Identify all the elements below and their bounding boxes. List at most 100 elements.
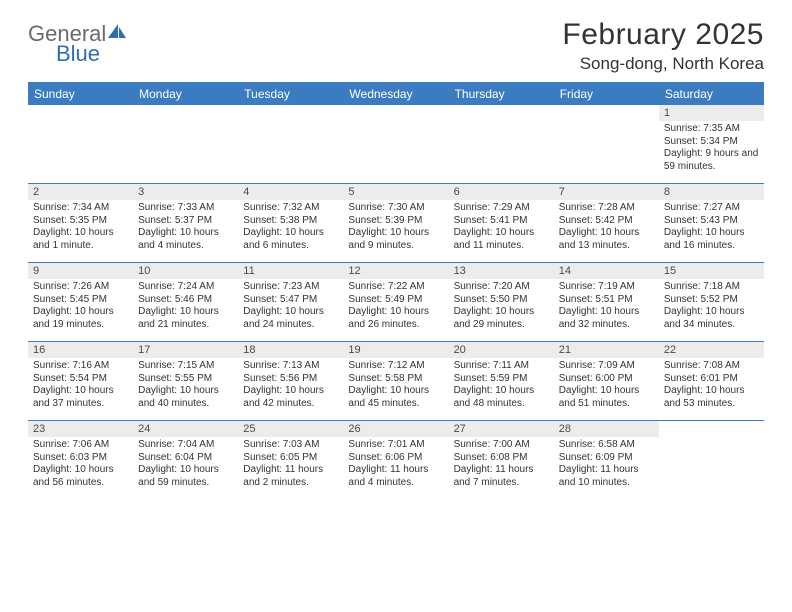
day-header: Saturday [659, 84, 764, 105]
sunrise-text: Sunrise: 7:11 AM [454, 360, 550, 373]
day-number: 9 [28, 263, 133, 279]
day-content: Sunrise: 7:04 AMSunset: 6:04 PMDaylight:… [133, 437, 238, 493]
daylight-text: Daylight: 10 hours and 53 minutes. [664, 385, 760, 410]
day-number: 26 [343, 421, 448, 437]
sunset-text: Sunset: 5:46 PM [138, 294, 234, 307]
day-number: 16 [28, 342, 133, 358]
page-title: February 2025 [562, 18, 764, 52]
sunrise-text: Sunrise: 7:15 AM [138, 360, 234, 373]
day-content: Sunrise: 7:32 AMSunset: 5:38 PMDaylight:… [238, 200, 343, 256]
day-content: Sunrise: 7:15 AMSunset: 5:55 PMDaylight:… [133, 358, 238, 414]
weeks-container: 1Sunrise: 7:35 AMSunset: 5:34 PMDaylight… [28, 105, 764, 499]
sunset-text: Sunset: 6:08 PM [454, 452, 550, 465]
sunrise-text: Sunrise: 7:12 AM [348, 360, 444, 373]
daylight-text: Daylight: 10 hours and 6 minutes. [243, 227, 339, 252]
sunset-text: Sunset: 6:05 PM [243, 452, 339, 465]
sunrise-text: Sunrise: 7:08 AM [664, 360, 760, 373]
sunset-text: Sunset: 5:58 PM [348, 373, 444, 386]
day-number: 11 [238, 263, 343, 279]
daylight-text: Daylight: 10 hours and 26 minutes. [348, 306, 444, 331]
day-header-row: Sunday Monday Tuesday Wednesday Thursday… [28, 84, 764, 105]
day-content: Sunrise: 7:18 AMSunset: 5:52 PMDaylight:… [659, 279, 764, 335]
day-header: Monday [133, 84, 238, 105]
sunset-text: Sunset: 5:47 PM [243, 294, 339, 307]
day-content: Sunrise: 7:19 AMSunset: 5:51 PMDaylight:… [554, 279, 659, 335]
sunset-text: Sunset: 5:42 PM [559, 215, 655, 228]
sunset-text: Sunset: 5:59 PM [454, 373, 550, 386]
sunrise-text: Sunrise: 7:23 AM [243, 281, 339, 294]
day-number: 27 [449, 421, 554, 437]
day-content: Sunrise: 7:28 AMSunset: 5:42 PMDaylight:… [554, 200, 659, 256]
daylight-text: Daylight: 11 hours and 4 minutes. [348, 464, 444, 489]
week-row: 9Sunrise: 7:26 AMSunset: 5:45 PMDaylight… [28, 263, 764, 342]
day-content: Sunrise: 6:58 AMSunset: 6:09 PMDaylight:… [554, 437, 659, 493]
daylight-text: Daylight: 10 hours and 9 minutes. [348, 227, 444, 252]
day-content: Sunrise: 7:09 AMSunset: 6:00 PMDaylight:… [554, 358, 659, 414]
daylight-text: Daylight: 10 hours and 32 minutes. [559, 306, 655, 331]
sunrise-text: Sunrise: 7:33 AM [138, 202, 234, 215]
day-content: Sunrise: 7:24 AMSunset: 5:46 PMDaylight:… [133, 279, 238, 335]
daylight-text: Daylight: 11 hours and 7 minutes. [454, 464, 550, 489]
day-cell [28, 105, 133, 183]
daylight-text: Daylight: 10 hours and 56 minutes. [33, 464, 129, 489]
day-cell: 17Sunrise: 7:15 AMSunset: 5:55 PMDayligh… [133, 342, 238, 420]
sunrise-text: Sunrise: 7:28 AM [559, 202, 655, 215]
sunrise-text: Sunrise: 7:01 AM [348, 439, 444, 452]
sunrise-text: Sunrise: 7:19 AM [559, 281, 655, 294]
daylight-text: Daylight: 10 hours and 59 minutes. [138, 464, 234, 489]
sunset-text: Sunset: 6:06 PM [348, 452, 444, 465]
day-number: 2 [28, 184, 133, 200]
day-header: Tuesday [238, 84, 343, 105]
day-cell [133, 105, 238, 183]
day-cell: 11Sunrise: 7:23 AMSunset: 5:47 PMDayligh… [238, 263, 343, 341]
day-content: Sunrise: 7:16 AMSunset: 5:54 PMDaylight:… [28, 358, 133, 414]
day-cell: 21Sunrise: 7:09 AMSunset: 6:00 PMDayligh… [554, 342, 659, 420]
day-cell: 8Sunrise: 7:27 AMSunset: 5:43 PMDaylight… [659, 184, 764, 262]
daylight-text: Daylight: 10 hours and 13 minutes. [559, 227, 655, 252]
header: General Blue February 2025 Song-dong, No… [28, 18, 764, 74]
day-content: Sunrise: 7:13 AMSunset: 5:56 PMDaylight:… [238, 358, 343, 414]
week-row: 1Sunrise: 7:35 AMSunset: 5:34 PMDaylight… [28, 105, 764, 184]
sunset-text: Sunset: 5:56 PM [243, 373, 339, 386]
day-cell [554, 105, 659, 183]
daylight-text: Daylight: 10 hours and 51 minutes. [559, 385, 655, 410]
day-content: Sunrise: 7:11 AMSunset: 5:59 PMDaylight:… [449, 358, 554, 414]
day-content: Sunrise: 7:08 AMSunset: 6:01 PMDaylight:… [659, 358, 764, 414]
daylight-text: Daylight: 10 hours and 40 minutes. [138, 385, 234, 410]
day-content: Sunrise: 7:29 AMSunset: 5:41 PMDaylight:… [449, 200, 554, 256]
sunset-text: Sunset: 5:35 PM [33, 215, 129, 228]
day-number: 23 [28, 421, 133, 437]
sunset-text: Sunset: 5:54 PM [33, 373, 129, 386]
sail-icon [106, 22, 128, 45]
sunrise-text: Sunrise: 7:18 AM [664, 281, 760, 294]
day-cell: 24Sunrise: 7:04 AMSunset: 6:04 PMDayligh… [133, 421, 238, 499]
day-content: Sunrise: 7:06 AMSunset: 6:03 PMDaylight:… [28, 437, 133, 493]
day-cell: 1Sunrise: 7:35 AMSunset: 5:34 PMDaylight… [659, 105, 764, 183]
sunrise-text: Sunrise: 7:29 AM [454, 202, 550, 215]
day-content: Sunrise: 7:22 AMSunset: 5:49 PMDaylight:… [343, 279, 448, 335]
daylight-text: Daylight: 10 hours and 24 minutes. [243, 306, 339, 331]
day-number: 3 [133, 184, 238, 200]
sunrise-text: Sunrise: 7:27 AM [664, 202, 760, 215]
day-content: Sunrise: 7:23 AMSunset: 5:47 PMDaylight:… [238, 279, 343, 335]
sunrise-text: Sunrise: 7:04 AM [138, 439, 234, 452]
day-content: Sunrise: 7:01 AMSunset: 6:06 PMDaylight:… [343, 437, 448, 493]
daylight-text: Daylight: 10 hours and 34 minutes. [664, 306, 760, 331]
sunset-text: Sunset: 5:52 PM [664, 294, 760, 307]
day-content: Sunrise: 7:26 AMSunset: 5:45 PMDaylight:… [28, 279, 133, 335]
sunset-text: Sunset: 6:04 PM [138, 452, 234, 465]
sunset-text: Sunset: 5:41 PM [454, 215, 550, 228]
sunrise-text: Sunrise: 7:26 AM [33, 281, 129, 294]
sunset-text: Sunset: 5:49 PM [348, 294, 444, 307]
day-number: 19 [343, 342, 448, 358]
day-cell: 5Sunrise: 7:30 AMSunset: 5:39 PMDaylight… [343, 184, 448, 262]
daylight-text: Daylight: 10 hours and 48 minutes. [454, 385, 550, 410]
day-cell [238, 105, 343, 183]
sunset-text: Sunset: 6:00 PM [559, 373, 655, 386]
sunrise-text: Sunrise: 7:24 AM [138, 281, 234, 294]
calendar-page: General Blue February 2025 Song-dong, No… [0, 0, 792, 509]
sunset-text: Sunset: 5:43 PM [664, 215, 760, 228]
day-cell: 6Sunrise: 7:29 AMSunset: 5:41 PMDaylight… [449, 184, 554, 262]
sunrise-text: Sunrise: 7:35 AM [664, 123, 760, 136]
week-row: 16Sunrise: 7:16 AMSunset: 5:54 PMDayligh… [28, 342, 764, 421]
